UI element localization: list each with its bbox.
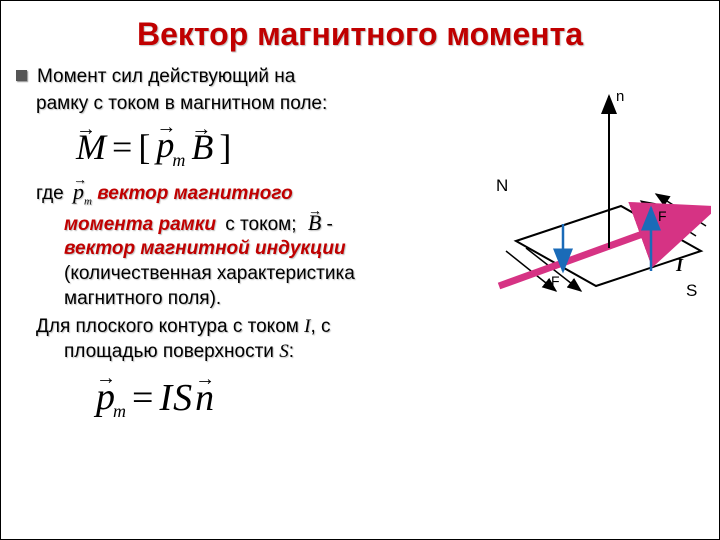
arrow-icon: → <box>96 365 116 391</box>
inline-B: →B <box>308 209 321 238</box>
equals: = <box>112 124 132 171</box>
bullet-item: Момент сил действующий на <box>36 65 451 90</box>
quantitative-line-2: магнитного поля). <box>64 287 451 312</box>
formula-2: → pm = IS → n <box>96 373 451 424</box>
arrow-icon: → <box>156 114 176 140</box>
arrow-icon: → <box>191 116 211 142</box>
area-text: площадью поверхности <box>64 341 279 362</box>
F-label-right: F <box>658 208 667 224</box>
arrow-icon: → <box>308 203 322 221</box>
square-bullet-icon <box>16 70 27 81</box>
bullet-text: Момент сил действующий на <box>37 65 295 90</box>
vector-pm: → pm <box>156 122 185 172</box>
I-symbol: I <box>159 374 172 423</box>
vector-moment-label2: момента рамки <box>64 214 216 235</box>
page-title: Вектор магнитного момента <box>1 1 719 65</box>
arrow-icon: → <box>76 116 96 142</box>
with-current: с током; <box>225 214 296 235</box>
quantitative-line: (количественная характеристика <box>64 262 451 287</box>
S-symbol: S <box>279 341 289 362</box>
S-pole-label: S <box>686 281 697 300</box>
where-word: где <box>36 183 64 204</box>
comma-c: , с <box>310 316 330 337</box>
equals: = <box>132 374 153 423</box>
frame-diagram: n N S F F I <box>481 76 711 336</box>
colon: : <box>289 341 294 362</box>
area-line: площадью поверхности S: <box>64 340 451 365</box>
n-label: n <box>616 88 624 105</box>
m-subscript: m <box>172 150 185 170</box>
N-label: N <box>496 176 508 195</box>
line-2: рамку с током в магнитном поле: <box>36 92 451 117</box>
m-subscript: m <box>113 401 126 421</box>
vector-pm-2: → pm <box>96 373 126 424</box>
flat-contour-line: Для плоского контура с током I, с <box>36 315 451 340</box>
flat-contour-text: Для плоского контура с током <box>36 316 304 337</box>
S-symbol: S <box>173 374 192 423</box>
inline-pm: →pm <box>73 178 92 209</box>
vector-M: → M <box>76 124 106 171</box>
I-label: I <box>675 255 684 275</box>
vector-induction-label: вектор магнитной индукции <box>64 237 451 262</box>
F-label-left: F <box>551 273 560 289</box>
dash: - <box>327 214 333 235</box>
vector-B: → B <box>191 124 213 171</box>
where-line: где →pm вектор магнитного <box>36 178 451 209</box>
right-bracket: ] <box>219 124 231 171</box>
moment-line-2: момента рамки с током; →B - <box>64 209 451 238</box>
content-body: Момент сил действующий на рамку с током … <box>1 65 471 424</box>
vector-moment-label: вектор магнитного <box>97 183 292 204</box>
arrow-icon: → <box>195 366 215 392</box>
arrow-icon: → <box>73 172 87 190</box>
left-bracket: [ <box>138 124 150 171</box>
vector-n: → n <box>195 374 214 423</box>
formula-1: → M = [ → pm → B ] <box>76 122 451 172</box>
